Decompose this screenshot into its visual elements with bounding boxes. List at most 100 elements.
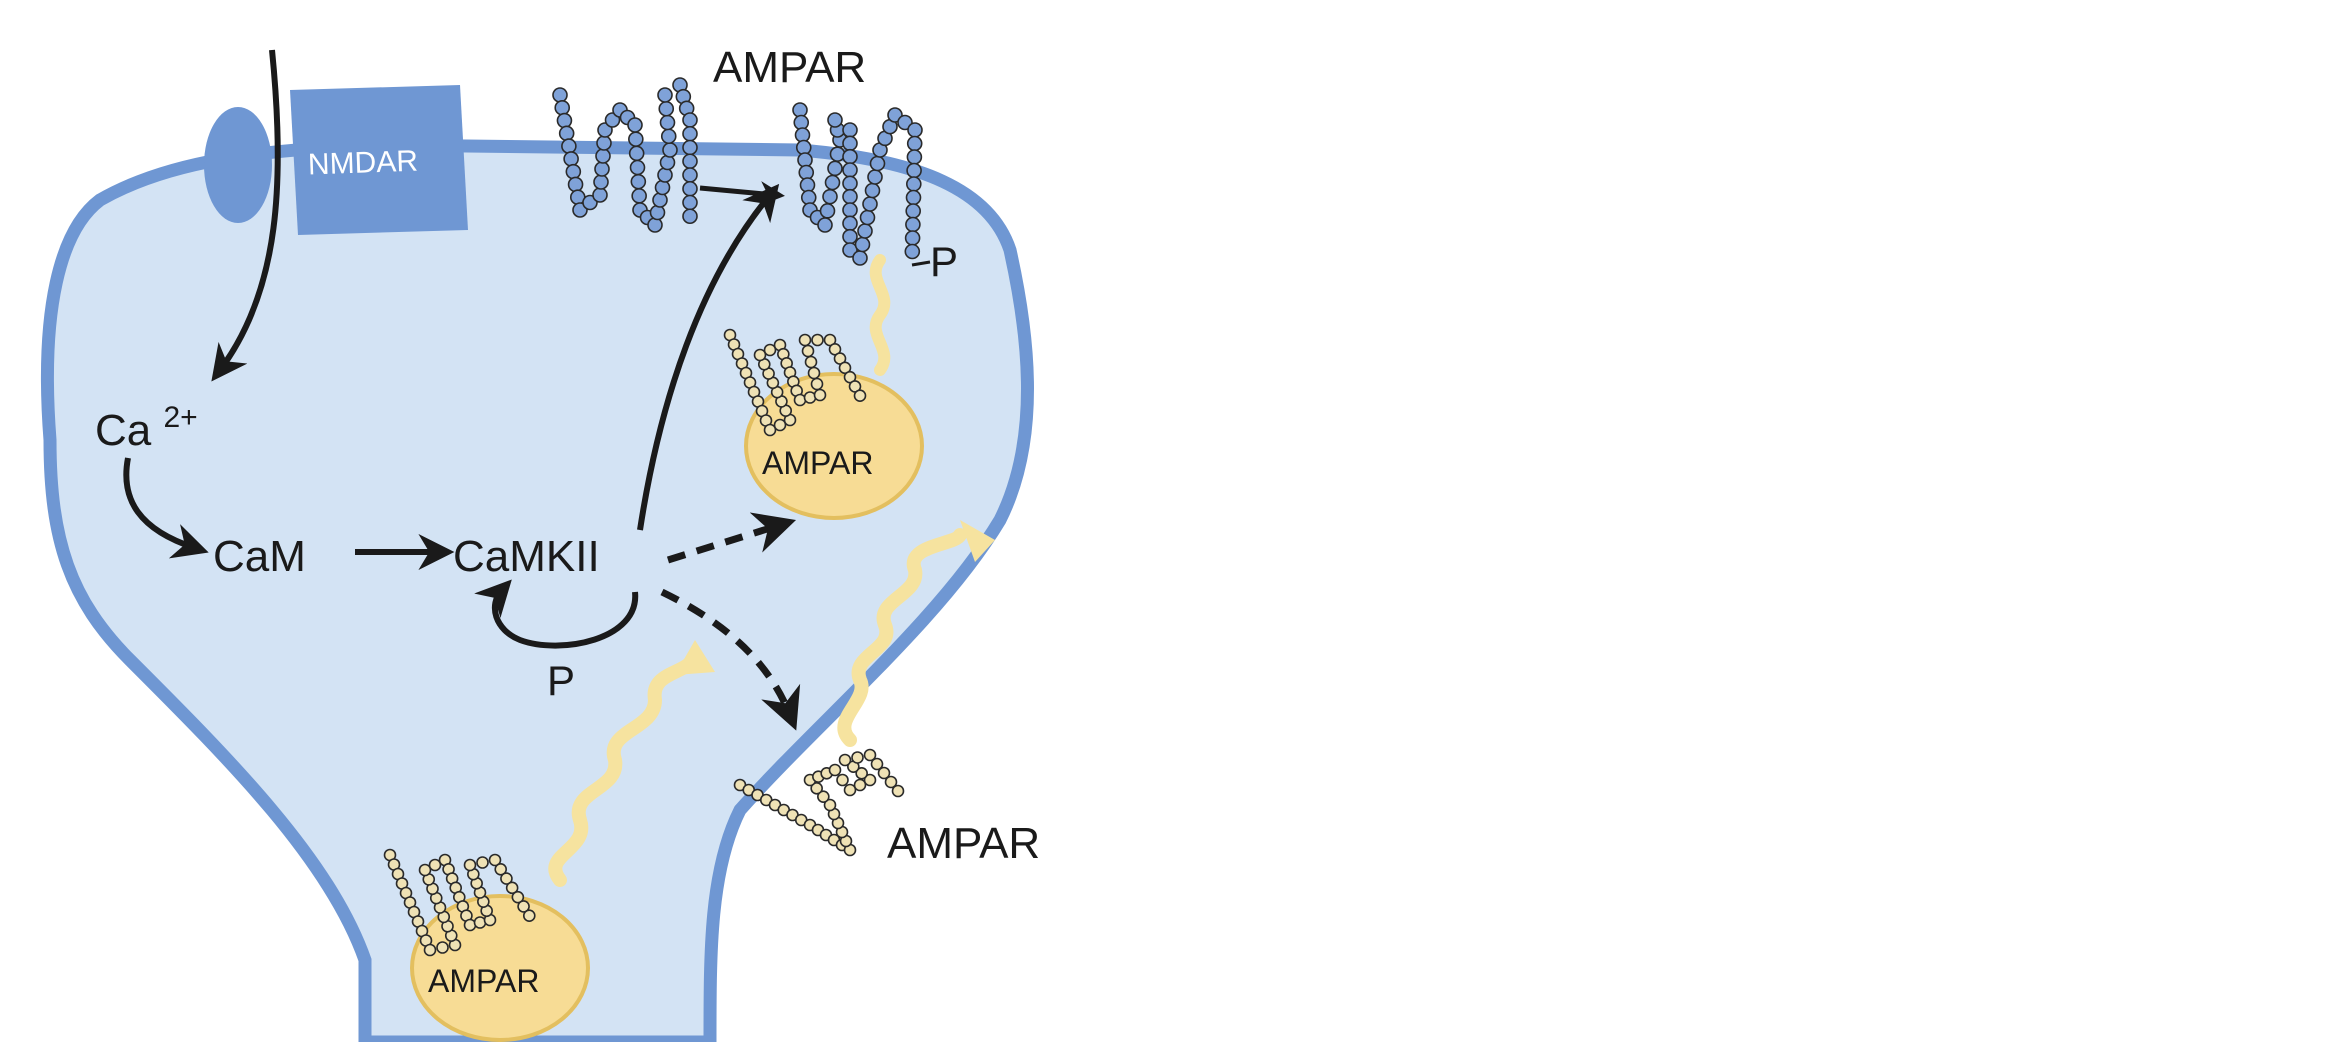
receptor-bead <box>851 751 864 764</box>
receptor-bead <box>592 187 608 203</box>
autophosphorylation-p-label: P <box>547 657 575 704</box>
receptor-bead <box>423 943 437 957</box>
receptor-bead <box>842 148 858 165</box>
receptor-bead <box>659 114 676 131</box>
camkii-to-ampar-phosphorylation-arrow <box>637 183 780 531</box>
receptor-bead <box>798 333 812 347</box>
camkii-to-exocytosis-dashed-arrow <box>666 512 797 564</box>
receptor-bead <box>842 135 858 152</box>
ampar-surface-left <box>552 77 698 233</box>
receptor-bead <box>817 217 833 233</box>
receptor-bead <box>682 125 698 142</box>
receptor-bead <box>763 423 777 437</box>
ca-to-cam-arrow <box>123 457 209 559</box>
receptor-bead <box>649 204 666 221</box>
receptor-bead <box>500 872 513 885</box>
receptor-bead <box>593 174 609 190</box>
camkii-label: CaMKII <box>453 532 600 581</box>
receptor-bead <box>855 767 868 780</box>
ampar-vesicle-lower-label: AMPAR <box>428 963 539 999</box>
receptor-bead <box>565 163 582 180</box>
nmdar-subunit <box>204 107 272 223</box>
receptor-bead <box>810 782 823 795</box>
ampar-lateral-beads <box>733 748 905 857</box>
receptor-bead <box>753 348 767 362</box>
receptor-bead <box>630 173 647 190</box>
receptor-bead <box>567 176 584 193</box>
receptor-bead <box>522 909 536 923</box>
receptor-bead <box>463 858 477 872</box>
receptor-bead <box>773 418 787 432</box>
ampar-vesicle-upper: AMPAR <box>723 328 924 520</box>
receptor-bead <box>561 138 577 154</box>
receptor-bead <box>552 87 568 103</box>
receptor-bead <box>852 250 868 266</box>
exocytosis-trail-upper <box>869 254 891 376</box>
trail-arrowhead-right <box>960 520 995 562</box>
trafficking-trail-lower <box>548 648 702 887</box>
receptor-bead <box>884 775 898 789</box>
receptor-bead <box>843 783 857 797</box>
ampar-vesicle-upper-label: AMPAR <box>762 445 873 481</box>
calcium-influx-arrow <box>211 49 281 382</box>
ampar-surface-right <box>792 102 923 266</box>
receptor-bead <box>859 209 876 226</box>
receptor-bead <box>556 112 573 129</box>
receptor-bead <box>862 196 878 212</box>
receptor-bead <box>906 149 923 165</box>
receptor-bead <box>842 188 858 205</box>
receptor-bead <box>863 748 877 762</box>
nmdar-label: NMDAR <box>307 145 418 182</box>
receptor-bead <box>823 798 837 812</box>
receptor-bead <box>807 366 821 380</box>
receptor-bead <box>842 202 858 218</box>
receptor-bead <box>828 763 842 777</box>
receptor-bead <box>662 142 678 158</box>
receptor-bead <box>682 139 698 156</box>
trail-arrowhead-lower <box>675 640 715 675</box>
receptor-bead <box>904 230 921 246</box>
receptor-bead <box>842 122 858 138</box>
receptor-bead <box>505 881 519 895</box>
receptor-bead <box>595 148 611 164</box>
receptor-bead <box>631 188 647 204</box>
receptor-bead <box>659 154 676 171</box>
receptor-bead <box>819 203 836 219</box>
receptor-bead <box>511 890 525 904</box>
receptor-bead <box>660 128 677 145</box>
receptor-bead <box>905 203 922 219</box>
receptor-bead <box>864 182 881 199</box>
receptor-bead <box>906 135 923 152</box>
receptor-bead <box>857 223 873 239</box>
receptor-bead <box>627 117 643 133</box>
receptor-bead <box>869 155 886 172</box>
receptor-bead <box>842 215 858 232</box>
ampar-vesicle-upper-beads <box>723 328 867 437</box>
receptor-bead <box>517 900 530 913</box>
receptor-bead <box>891 784 905 798</box>
receptor-bead <box>654 179 671 196</box>
receptor-bead <box>682 180 698 197</box>
receptor-bead <box>842 162 858 178</box>
receptor-bead <box>596 135 612 151</box>
receptor-bead <box>853 778 867 792</box>
receptor-bead <box>877 766 891 780</box>
receptor-bead <box>822 188 838 205</box>
camkii-to-lateral-dashed-arrow <box>660 588 801 731</box>
receptor-bead <box>628 131 644 147</box>
phospho-p-label: P <box>930 238 958 285</box>
receptor-bead <box>867 169 883 185</box>
receptor-bead <box>870 757 884 771</box>
receptor-bead <box>594 161 610 177</box>
receptor-bead <box>829 146 846 162</box>
calcium-symbol: Ca <box>95 406 152 455</box>
ampar-vesicle-lower: AMPAR <box>383 848 590 1042</box>
ampar-surface-label: AMPAR <box>713 43 866 92</box>
receptor-bead <box>488 853 502 867</box>
receptor-bead <box>682 153 698 170</box>
receptor-bead <box>652 192 668 208</box>
receptor-bead <box>563 151 579 167</box>
calcium-label: Ca 2+ <box>95 401 198 455</box>
phospho-bond <box>911 260 931 267</box>
receptor-bead <box>824 174 841 191</box>
